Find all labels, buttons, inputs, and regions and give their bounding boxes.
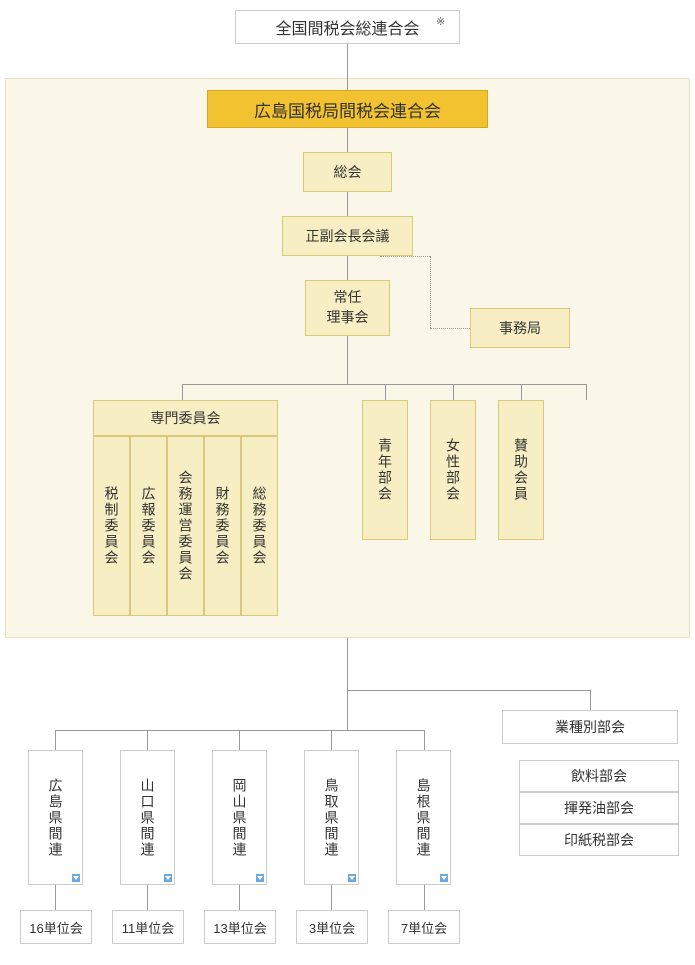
node-unit-count: 3単位会 <box>296 910 368 944</box>
edge <box>331 730 332 750</box>
node-youth: 青年部会 <box>362 400 408 540</box>
edge <box>347 638 348 690</box>
label: 揮発油部会 <box>564 798 634 818</box>
label: 業種別部会 <box>555 717 625 737</box>
edge-dashed <box>380 256 430 257</box>
node-tottori-pref[interactable]: 鳥取県間連 <box>304 750 359 885</box>
edge <box>347 690 590 691</box>
node-national: 全国間税会総連合会 ※ <box>235 10 460 44</box>
edge <box>424 885 425 910</box>
node-stamp-tax: 印紙税部会 <box>519 824 679 856</box>
label: 島根県間連 <box>414 778 434 858</box>
label: 広島県間連 <box>46 778 66 858</box>
node-office: 事務局 <box>470 308 570 348</box>
label: 山口県間連 <box>138 778 158 858</box>
label: 鳥取県間連 <box>322 778 342 858</box>
node-gasoline: 揮発油部会 <box>519 792 679 824</box>
node-general-committee: 総務委員会 <box>241 436 278 616</box>
label: 正副会長会議 <box>306 226 390 246</box>
node-pr-committee: 広報委員会 <box>130 436 167 616</box>
node-special-committee: 専門委員会 <box>93 400 278 436</box>
edge <box>182 384 183 400</box>
node-general-meeting: 総会 <box>303 152 392 192</box>
label: 財務委員会 <box>213 486 233 566</box>
edge <box>331 885 332 910</box>
label: 全国間税会総連合会 <box>275 15 419 39</box>
label: 専門委員会 <box>151 408 221 428</box>
label: 青年部会 <box>375 438 395 502</box>
edge <box>590 690 591 710</box>
edge <box>55 730 56 750</box>
node-hiroshima-union: 広島国税局間税会連合会 <box>207 90 488 128</box>
label: 総会 <box>334 162 362 182</box>
node-yamaguchi-pref[interactable]: 山口県間連 <box>120 750 175 885</box>
edge-dashed <box>430 256 431 328</box>
label: 13単位会 <box>213 918 266 937</box>
node-unit-count: 7単位会 <box>388 910 460 944</box>
label: 広報委員会 <box>139 486 159 566</box>
node-beverage: 飲料部会 <box>519 760 679 792</box>
edge <box>347 256 348 280</box>
label: 7単位会 <box>401 918 447 937</box>
node-standing-board: 常任理事会 <box>305 280 390 336</box>
expand-icon <box>256 874 264 882</box>
label: 常任理事会 <box>327 288 369 327</box>
edge <box>424 730 425 750</box>
edge <box>347 44 348 90</box>
edge <box>55 730 425 731</box>
node-vp-meeting: 正副会長会議 <box>282 216 413 256</box>
footnote-mark: ※ <box>436 15 445 28</box>
org-chart: 全国間税会総連合会 ※ 広島国税局間税会連合会 総会 正副会長会議 常任理事会 … <box>0 0 695 965</box>
label: 印紙税部会 <box>564 830 634 850</box>
label: 飲料部会 <box>571 766 627 786</box>
edge <box>239 885 240 910</box>
label: 広島国税局間税会連合会 <box>254 97 441 122</box>
label: 3単位会 <box>309 918 355 937</box>
edge <box>347 336 348 384</box>
expand-icon <box>348 874 356 882</box>
node-finance-committee: 財務委員会 <box>204 436 241 616</box>
label: 税制委員会 <box>102 486 122 566</box>
label: 賛助会員 <box>511 438 531 502</box>
node-supporter: 賛助会員 <box>498 400 544 540</box>
label: 岡山県間連 <box>230 778 250 858</box>
edge-dashed <box>430 328 470 329</box>
edge <box>347 128 348 152</box>
node-industry-group: 業種別部会 <box>502 710 678 744</box>
expand-icon <box>440 874 448 882</box>
label: 事務局 <box>499 318 541 338</box>
edge <box>239 730 240 750</box>
label: 16単位会 <box>29 918 82 937</box>
label: 総務委員会 <box>250 486 270 566</box>
node-unit-count: 16単位会 <box>20 910 92 944</box>
edge <box>521 384 522 400</box>
node-unit-count: 11単位会 <box>112 910 184 944</box>
node-ops-committee: 会務運営委員会 <box>167 436 204 616</box>
node-hiroshima-pref[interactable]: 広島県間連 <box>28 750 83 885</box>
edge <box>347 192 348 216</box>
label: 女性部会 <box>443 438 463 502</box>
edge <box>347 690 348 730</box>
node-okayama-pref[interactable]: 岡山県間連 <box>212 750 267 885</box>
edge <box>385 384 386 400</box>
label: 11単位会 <box>122 918 175 937</box>
node-tax-committee: 税制委員会 <box>93 436 130 616</box>
edge <box>147 730 148 750</box>
label: 会務運営委員会 <box>176 470 196 582</box>
edge <box>55 885 56 910</box>
node-women: 女性部会 <box>430 400 476 540</box>
node-shimane-pref[interactable]: 島根県間連 <box>396 750 451 885</box>
node-unit-count: 13単位会 <box>204 910 276 944</box>
edge <box>147 885 148 910</box>
edge <box>586 384 587 400</box>
edge <box>453 384 454 400</box>
expand-icon <box>72 874 80 882</box>
expand-icon <box>164 874 172 882</box>
